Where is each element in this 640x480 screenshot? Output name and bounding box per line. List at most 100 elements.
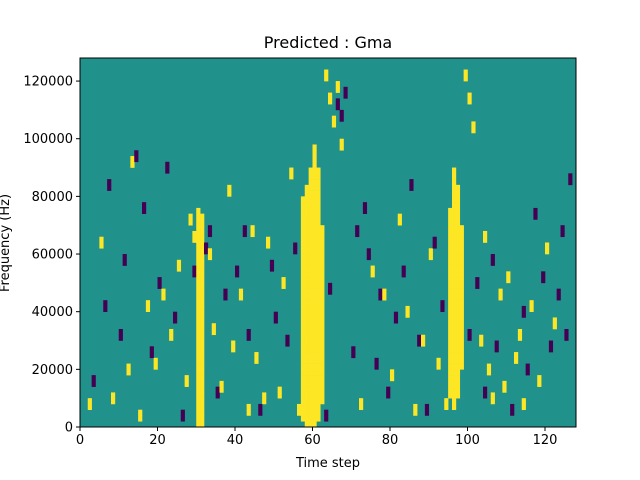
heatmap-cell-low [494, 340, 499, 347]
heatmap-cell-high [312, 173, 317, 180]
heatmap-cell-low [374, 363, 379, 370]
heatmap-cell-high [308, 398, 313, 405]
heatmap-cell-high [448, 334, 453, 341]
heatmap-cell-high [304, 265, 309, 272]
heatmap-cell-high [200, 311, 205, 318]
heatmap-cell-low [103, 305, 108, 312]
heatmap-cell-high [455, 277, 461, 284]
heatmap-cell-high [405, 305, 410, 312]
heatmap-cell-high [250, 230, 255, 238]
heatmap-cell-high [452, 375, 457, 382]
heatmap-cell-high [537, 375, 542, 382]
heatmap-cell-high [300, 300, 306, 307]
heatmap-cell-high [312, 236, 317, 243]
heatmap-cell-high [448, 340, 453, 347]
heatmap-cell-high [300, 202, 306, 209]
heatmap-cell-high [320, 386, 325, 393]
heatmap-cell-high [304, 219, 309, 226]
heatmap-cell-high [455, 352, 461, 359]
heatmap-cell-high [304, 415, 309, 422]
heatmap-cell-low [269, 259, 275, 266]
heatmap-cell-low [556, 288, 561, 295]
heatmap-cell-high [312, 202, 317, 209]
chart-title: Predicted : Gma [264, 33, 392, 52]
heatmap-cell-high [452, 346, 457, 353]
y-tick-label: 60000 [32, 248, 73, 263]
heatmap-cell-high [304, 398, 309, 405]
heatmap-cell-high [308, 369, 313, 376]
heatmap-cell-high [312, 213, 317, 220]
heatmap-cell-high [200, 236, 205, 243]
heatmap-cell-high [308, 415, 313, 422]
heatmap-cell-high [312, 317, 317, 324]
heatmap-cell-high [517, 334, 523, 341]
heatmap-cell-high [312, 305, 317, 312]
heatmap-cell-high [196, 317, 201, 324]
heatmap-cell-high [316, 409, 321, 416]
heatmap-cell-high [320, 323, 325, 330]
heatmap-cell-low [293, 242, 298, 249]
heatmap-cell-high [176, 259, 182, 266]
heatmap-cell-high [471, 121, 476, 128]
heatmap-cell-high [300, 196, 306, 203]
heatmap-cell-high [455, 282, 461, 289]
heatmap-cell-high [506, 277, 511, 284]
heatmap-cell-high [196, 369, 201, 376]
heatmap-cell-high [444, 398, 449, 405]
heatmap-cell-high [200, 346, 205, 353]
heatmap-cell-high [316, 259, 321, 266]
heatmap-cell-high [452, 317, 457, 324]
heatmap-cell-low [285, 340, 290, 347]
heatmap-cell-high [308, 254, 313, 261]
heatmap-cell-high [448, 352, 453, 359]
heatmap-cell-low [149, 352, 154, 359]
heatmap-cell-high [126, 363, 131, 370]
heatmap-cell-high [312, 271, 317, 278]
heatmap-cell-low [223, 294, 228, 301]
heatmap-cell-high [320, 225, 325, 232]
heatmap-cell-high [448, 248, 453, 255]
heatmap-cell-high [196, 259, 201, 266]
heatmap-cell-high [184, 380, 189, 387]
heatmap-cell-high [304, 230, 309, 238]
heatmap-cell-low [192, 271, 197, 278]
heatmap-cell-high [312, 311, 317, 318]
heatmap-cell-high [304, 311, 309, 318]
heatmap-cell-high [281, 277, 286, 284]
heatmap-cell-high [537, 380, 542, 387]
heatmap-cell-high [502, 380, 507, 387]
heatmap-cell-high [316, 300, 321, 307]
heatmap-cell-high [196, 352, 201, 359]
heatmap-cell-high [200, 340, 205, 347]
heatmap-cell-high [200, 254, 205, 261]
heatmap-cell-high [455, 259, 461, 266]
heatmap-cell-high [238, 294, 244, 301]
heatmap-cell-high [196, 248, 201, 255]
x-tick-label: 0 [76, 433, 84, 448]
heatmap-cell-high [316, 346, 321, 353]
heatmap-cell-high [370, 271, 375, 278]
heatmap-cell-high [211, 328, 216, 336]
heatmap-cell-high [304, 392, 309, 399]
heatmap-cell-high [304, 409, 309, 416]
y-axis-label: Frequency (Hz) [0, 194, 13, 292]
heatmap-cell-high [304, 213, 309, 220]
heatmap-cell-high [316, 196, 321, 203]
heatmap-cell-high [304, 363, 309, 370]
heatmap-cell-high [455, 305, 461, 312]
heatmap-cell-high [316, 202, 321, 209]
heatmap-cell-low [533, 207, 538, 214]
heatmap-cell-high [289, 173, 294, 180]
heatmap-cell-high [196, 282, 201, 289]
heatmap-cell-low [424, 409, 430, 416]
heatmap-cell-high [300, 375, 306, 382]
heatmap-cell-high [297, 403, 302, 411]
heatmap-cell-high [200, 242, 205, 249]
heatmap-cell-high [320, 236, 325, 243]
heatmap-cell-high [196, 363, 201, 370]
heatmap-cell-high [328, 92, 333, 99]
heatmap-cell-high [312, 282, 317, 289]
heatmap-cell-high [277, 386, 282, 393]
heatmap-cell-high [238, 288, 244, 295]
heatmap-cell-high [459, 236, 464, 243]
